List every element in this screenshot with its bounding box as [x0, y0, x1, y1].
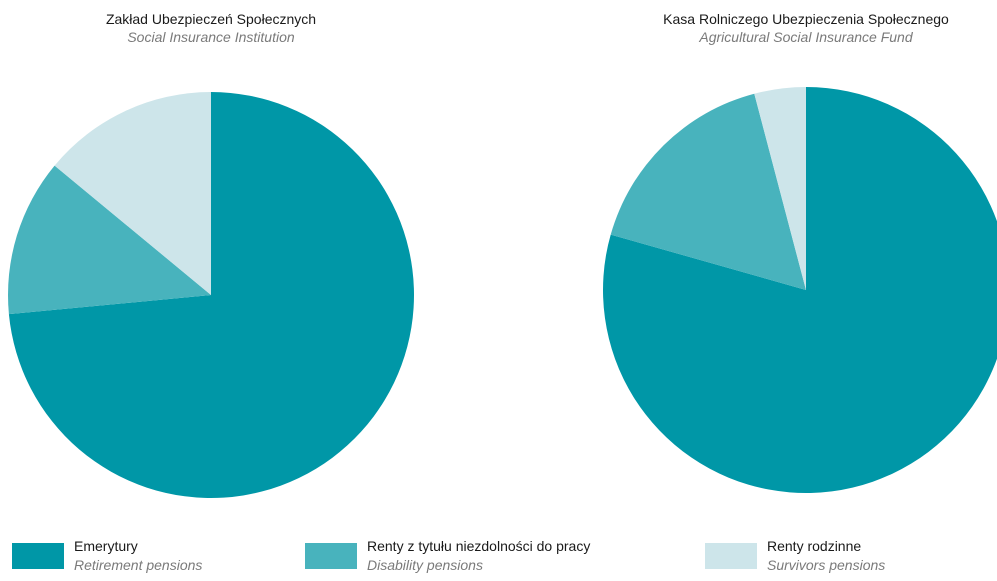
chart-subtitle-zus-en: Social Insurance Institution [127, 29, 295, 45]
pie-slice-krus-retirement [603, 87, 997, 493]
legend-swatch-retirement [12, 543, 64, 569]
chart-title-krus-pl: Kasa Rolniczego Ubezpieczenia Społeczneg… [663, 11, 949, 27]
chart-title-zus: Zakład Ubezpieczeń Społecznych Social In… [106, 10, 316, 46]
legend-sublabel-survivors: Survivors pensions [767, 557, 886, 573]
legend-sublabel-retirement: Retirement pensions [74, 557, 203, 573]
legend-sublabel-disability: Disability pensions [367, 557, 483, 573]
legend-swatch-survivors [705, 543, 757, 569]
chart-title-krus: Kasa Rolniczego Ubezpieczenia Społeczneg… [663, 10, 949, 46]
legend-label-disability: Renty z tytułu niezdolności do pracy [367, 538, 591, 554]
legend-item-disability: Renty z tytułu niezdolności do pracy Dis… [305, 537, 590, 575]
pie-slice-krus-disability [610, 93, 806, 290]
chart-subtitle-krus-en: Agricultural Social Insurance Fund [699, 29, 913, 45]
legend-label-retirement: Emerytury [74, 538, 138, 554]
legend-item-survivors: Renty rodzinne Survivors pensions [705, 537, 885, 575]
pie-slice-zus-retirement [8, 92, 414, 498]
pie-slice-zus-disability [7, 165, 211, 315]
pie-slice-zus-survivors [54, 92, 212, 295]
chart-title-zus-pl: Zakład Ubezpieczeń Społecznych [105, 11, 317, 27]
legend-item-retirement: Emerytury Retirement pensions [12, 537, 202, 575]
legend-swatch-disability [305, 543, 357, 569]
legend-label-survivors: Renty rodzinne [767, 538, 862, 554]
pie-slice-krus-survivors [754, 87, 806, 290]
